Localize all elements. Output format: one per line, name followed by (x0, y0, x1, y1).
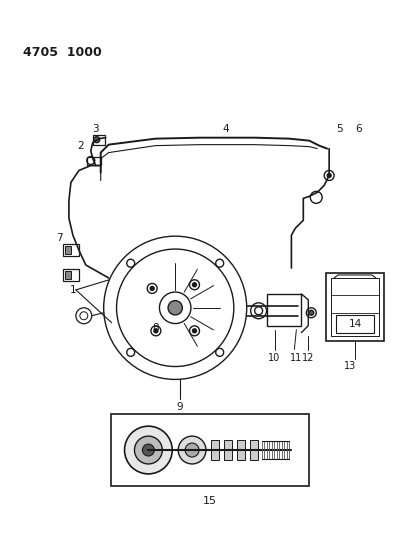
Circle shape (94, 136, 100, 143)
Circle shape (178, 436, 206, 464)
Bar (224, 440, 232, 460)
Text: 11: 11 (290, 352, 302, 362)
Circle shape (309, 310, 314, 315)
Text: 7: 7 (55, 233, 62, 243)
Circle shape (150, 286, 154, 290)
Circle shape (193, 329, 197, 333)
Text: 2: 2 (78, 141, 84, 151)
Text: 8: 8 (152, 322, 159, 333)
Text: 14: 14 (348, 319, 361, 329)
Text: 15: 15 (203, 496, 217, 506)
Circle shape (154, 329, 158, 333)
Bar (237, 440, 245, 460)
Text: 4: 4 (222, 124, 229, 134)
Bar (250, 440, 257, 460)
Bar (87, 157, 101, 165)
Circle shape (185, 443, 199, 457)
Circle shape (142, 444, 154, 456)
Text: 13: 13 (344, 361, 356, 372)
Text: 12: 12 (302, 352, 315, 362)
Bar (63, 269, 79, 281)
Circle shape (327, 173, 331, 177)
Bar (331, 278, 379, 336)
Text: 3: 3 (93, 124, 99, 134)
Bar (93, 135, 105, 144)
Circle shape (168, 301, 182, 315)
Bar (65, 271, 71, 279)
Bar (326, 273, 384, 341)
Bar (336, 315, 374, 333)
Circle shape (135, 436, 162, 464)
Bar (111, 414, 309, 486)
Bar (211, 440, 219, 460)
Circle shape (124, 426, 172, 474)
Text: 9: 9 (177, 402, 184, 412)
Text: 4705  1000: 4705 1000 (23, 46, 102, 59)
Text: 6: 6 (356, 124, 362, 134)
Circle shape (193, 282, 197, 287)
Text: 5: 5 (336, 124, 342, 134)
Bar (266, 294, 302, 326)
Text: 10: 10 (268, 352, 281, 362)
Bar (63, 244, 79, 256)
Bar (65, 246, 71, 254)
Text: 1: 1 (70, 285, 76, 295)
